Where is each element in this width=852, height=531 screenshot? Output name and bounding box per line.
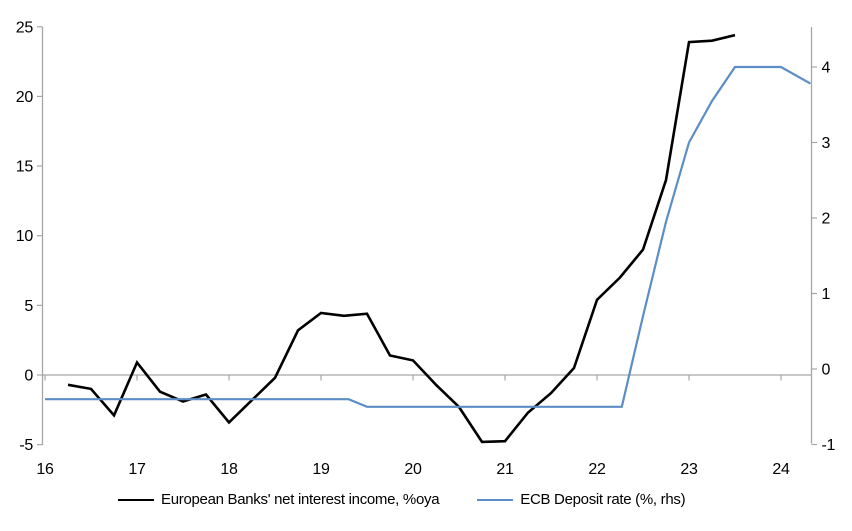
left-axis-tick-label: 15	[16, 159, 34, 176]
legend-label-net-interest-income: European Banks' net interest income, %oy…	[161, 491, 440, 508]
right-axis-tick-label: 2	[822, 211, 831, 228]
left-axis-tick-label: 10	[16, 228, 34, 245]
left-axis-tick-label: -5	[19, 437, 33, 454]
x-tick-label: 20	[404, 461, 422, 478]
legend-label-ecb-deposit-rate: ECB Deposit rate (%, rhs)	[520, 491, 686, 508]
legend: European Banks' net interest income, %oy…	[118, 491, 686, 508]
left-axis-tick-label: 5	[24, 298, 33, 315]
x-tick-label: 18	[220, 461, 238, 478]
net-interest-income-line	[67, 33, 736, 444]
right-axis-tick-label: 3	[822, 135, 831, 152]
x-tick-label: 23	[680, 461, 698, 478]
legend-item-ecb-deposit-rate: ECB Deposit rate (%, rhs)	[477, 491, 686, 508]
legend-item-net-interest-income: European Banks' net interest income, %oy…	[118, 491, 440, 508]
black-line-sample-icon	[118, 498, 154, 501]
right-axis-tick-label: 4	[822, 60, 831, 77]
left-axis-tick-label: 0	[24, 368, 33, 385]
left-axis-tick-label: 20	[16, 89, 34, 106]
right-axis-tick-label: 0	[822, 362, 831, 379]
x-tick-label: 22	[588, 461, 606, 478]
x-tick-label: 24	[772, 461, 790, 478]
x-tick-label: 16	[36, 461, 54, 478]
x-tick-label: 17	[128, 461, 146, 478]
right-axis-tick-label: 1	[822, 286, 831, 303]
blue-line-sample-icon	[477, 498, 514, 501]
ecb-deposit-rate-line	[45, 65, 811, 408]
left-axis-tick-label: 25	[16, 19, 34, 36]
right-axis-tick-label: -1	[822, 437, 836, 454]
x-tick-label: 21	[496, 461, 514, 478]
x-tick-label: 19	[312, 461, 330, 478]
